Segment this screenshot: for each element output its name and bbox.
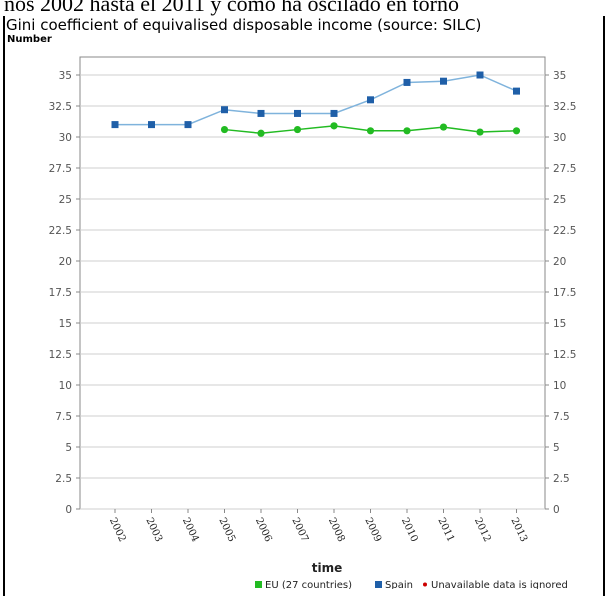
document-caption-strip: ños 2002 hasta el 2011 y cómo ha oscilad…	[0, 0, 605, 17]
y-tick-label-right: 10	[553, 380, 566, 392]
y-tick-label-left: 17.5	[49, 287, 72, 299]
plot-area	[79, 56, 546, 510]
y-tick-label-left: 7.5	[55, 411, 72, 423]
y-axis-right: 0 2.5 5 7.5 10 12.5 15 17.5 20 22.5 25 27.5 30 32.5 35	[545, 70, 576, 516]
y-tick-label-left: 27.5	[49, 163, 72, 175]
document-caption-text: ños 2002 hasta el 2011 y cómo ha oscilad…	[4, 0, 459, 16]
series-group	[111, 71, 521, 137]
x-tick-label: 2007	[289, 516, 310, 544]
y-tick-label-left: 30	[59, 132, 72, 144]
data-point	[330, 109, 338, 117]
data-point	[366, 127, 375, 135]
legend-label: Spain	[385, 580, 413, 589]
y-tick-label-right: 20	[553, 256, 566, 268]
data-point	[476, 71, 484, 79]
y-tick-label-left: 15	[59, 318, 72, 330]
x-tick-label: 2003	[143, 516, 164, 544]
y-tick-label-left: 25	[59, 194, 72, 206]
y-tick-label-right: 17.5	[553, 287, 576, 299]
chart-title: Gini coefficient of equivalised disposab…	[6, 16, 482, 34]
legend-note: Unavailable data is ignored	[431, 580, 568, 589]
legend: EU (27 countries) Spain Unavailable data i…	[255, 580, 568, 589]
x-tick-label: 2009	[362, 516, 383, 544]
x-axis: 2002 2003 2004 2005 2006 2007 2008 2009 2010 2011…	[107, 509, 529, 544]
data-point	[367, 96, 374, 104]
y-tick-label-right: 30	[553, 132, 566, 144]
gridlines	[80, 74, 545, 510]
data-point	[403, 78, 411, 86]
x-tick-label: 2008	[326, 516, 347, 544]
x-tick-label: 2012	[472, 516, 493, 544]
y-tick-label-left: 20	[59, 256, 72, 268]
y-tick-label-right: 2.5	[553, 473, 570, 485]
data-point	[439, 123, 448, 131]
y-tick-label-right: 7.5	[553, 411, 570, 423]
y-tick-label-right: 32.5	[553, 101, 576, 113]
data-point	[111, 121, 119, 129]
x-tick-label: 2013	[508, 516, 529, 544]
legend-label: EU (27 countries)	[265, 580, 352, 589]
y-tick-label-right: 5	[553, 442, 560, 454]
unit-label: Number	[7, 34, 52, 45]
data-point	[184, 121, 192, 129]
y-tick-label-right: 0	[553, 504, 560, 516]
legend-swatch	[375, 581, 382, 588]
x-axis-title: time	[312, 561, 343, 575]
y-tick-label-right: 35	[553, 70, 566, 82]
x-tick-label: 2010	[399, 516, 420, 544]
data-point	[440, 77, 447, 85]
data-point	[476, 128, 484, 136]
x-tick-label: 2004	[180, 516, 201, 544]
y-tick-label-left: 32.5	[49, 101, 72, 113]
y-tick-label-left: 0	[65, 504, 72, 516]
y-tick-label-right: 12.5	[553, 349, 576, 361]
data-point	[330, 122, 338, 130]
data-point	[294, 109, 301, 117]
y-tick-label-right: 25	[553, 194, 566, 206]
legend-note-marker	[423, 582, 427, 587]
data-point	[257, 129, 265, 137]
data-point	[512, 127, 521, 135]
x-tick-label: 2002	[107, 516, 128, 544]
data-point	[513, 87, 520, 95]
legend-swatch	[255, 581, 262, 588]
y-tick-label-right: 27.5	[553, 163, 576, 175]
y-axis-left: 0 2.5 5 7.5 10 12.5 15 17.5 20 22.5 25 27.5 30 32.5 35	[49, 70, 80, 516]
data-point	[403, 127, 411, 135]
series-line	[115, 74, 517, 126]
x-tick-label: 2011	[435, 516, 456, 544]
data-point	[148, 121, 155, 129]
y-tick-label-left: 22.5	[49, 225, 72, 237]
y-tick-label-left: 35	[59, 70, 72, 82]
y-tick-label-right: 22.5	[553, 225, 576, 237]
y-tick-label-left: 12.5	[49, 349, 72, 361]
data-point	[221, 106, 228, 114]
data-point	[220, 125, 229, 134]
y-tick-label-left: 2.5	[55, 473, 72, 485]
y-tick-label-left: 5	[65, 442, 72, 454]
y-tick-label-left: 10	[59, 380, 72, 392]
data-point	[257, 109, 265, 117]
data-point	[293, 125, 302, 134]
y-tick-label-right: 15	[553, 318, 566, 330]
x-tick-label: 2005	[216, 516, 237, 544]
x-tick-label: 2006	[253, 516, 274, 544]
